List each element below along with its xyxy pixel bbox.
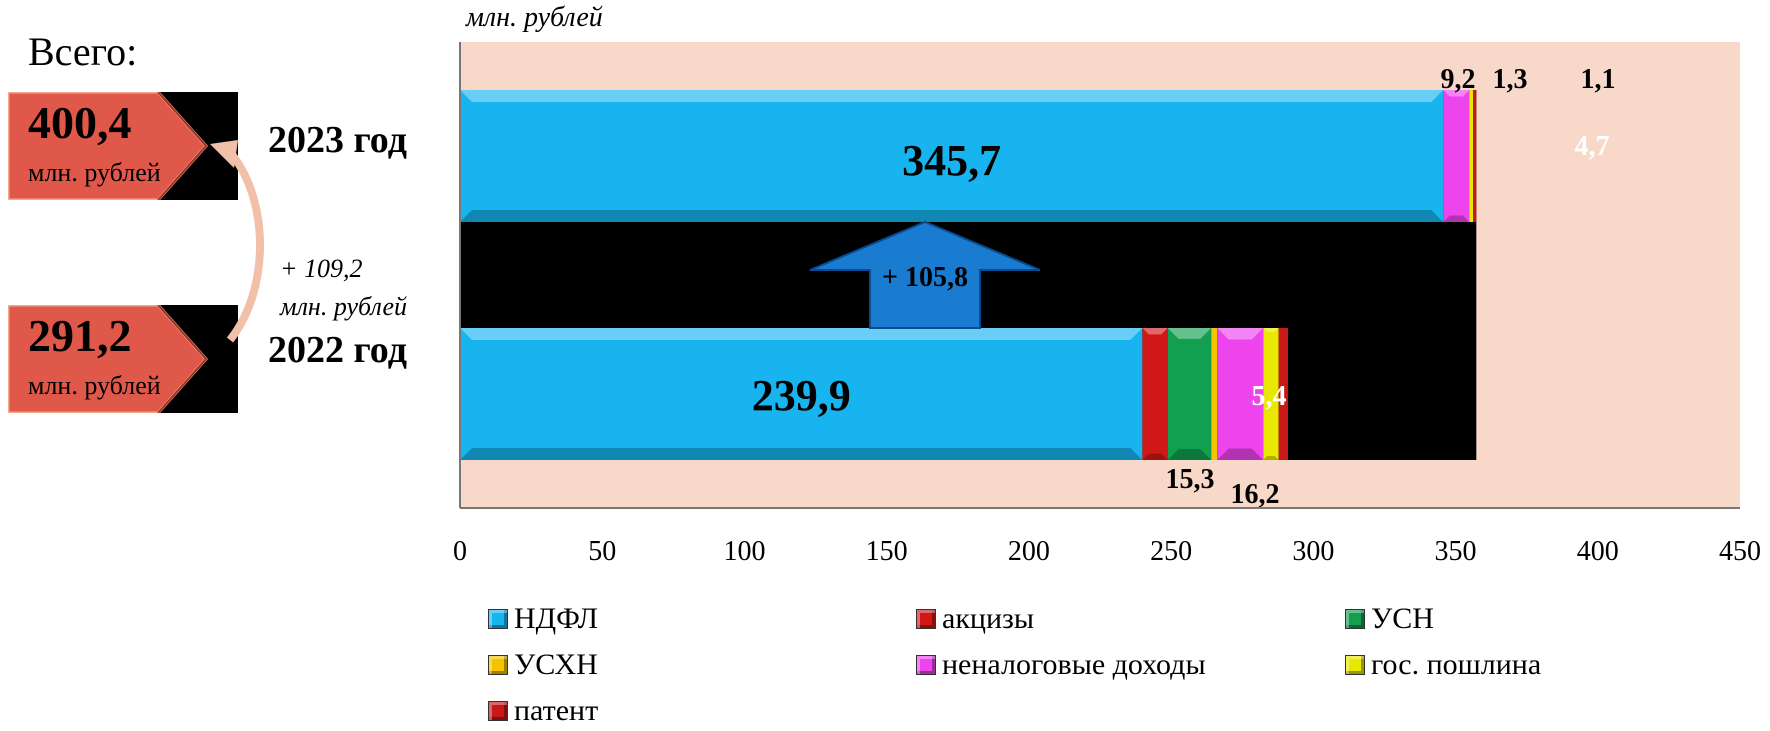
pentagon-arrow-shape <box>8 92 209 200</box>
total-2022-unit: млн. рублей <box>28 371 161 400</box>
data-label: 4,7 <box>1575 131 1610 162</box>
x-tick-label: 250 <box>1150 536 1192 567</box>
data-label: 15,3 <box>1166 464 1215 495</box>
legend-label: неналоговые доходы <box>942 648 1206 681</box>
bar-segment <box>1142 328 1168 460</box>
legend-swatch <box>488 609 508 629</box>
total-2023-unit: млн. рублей <box>28 158 161 187</box>
legend-swatch <box>488 701 508 721</box>
chart-legend: НДФЛ акцизы УСН УСХН неналоговые доходы гос. … <box>488 602 1688 730</box>
bar-bevel-bottom <box>460 448 1143 460</box>
legend-item: акцизы <box>916 602 1034 636</box>
legend-swatch <box>916 655 936 675</box>
total-label: Всего: <box>28 29 138 74</box>
x-tick-label: 450 <box>1719 536 1761 567</box>
x-tick-label: 300 <box>1292 536 1334 567</box>
bar-segment <box>1211 328 1218 460</box>
legend-swatch <box>916 609 936 629</box>
bar-bevel-top <box>1142 328 1168 335</box>
data-label: 9,2 <box>1441 64 1476 95</box>
legend-label: патент <box>514 694 599 727</box>
bar-chart: 345,7 239,9 9,2 1,3 1,1 4,7 5,4 15,3 16,2 + 105,8… <box>453 42 1761 567</box>
bar-bevel-top <box>1443 90 1470 97</box>
bar-segment <box>1469 90 1474 222</box>
x-tick-label: 350 <box>1435 536 1477 567</box>
bar-bevel-top <box>1167 328 1212 339</box>
data-label: 16,2 <box>1231 479 1280 510</box>
total-2022-value: 291,2 <box>28 310 132 361</box>
data-label: 1,3 <box>1493 64 1528 95</box>
bar-bevel-bottom <box>1443 215 1470 222</box>
bar-bevel-bottom <box>1217 448 1264 460</box>
bar-bevel-top <box>1263 328 1279 332</box>
x-tick-label: 150 <box>866 536 908 567</box>
legend-label: УСН <box>1371 602 1434 635</box>
bar-bevel-bottom <box>1142 453 1168 460</box>
legend-label: УСХН <box>514 648 598 681</box>
legend-swatch <box>1345 655 1365 675</box>
total-2023-box: 400,4 млн. рублей <box>8 92 238 200</box>
year-label-2023: 2023 год <box>268 119 407 161</box>
total-2023-value: 400,4 <box>28 97 132 148</box>
bar-segment <box>1217 328 1264 460</box>
bar-bevel-top <box>460 328 1143 340</box>
legend-item: НДФЛ <box>488 602 598 636</box>
year-label-2022: 2022 год <box>268 329 407 371</box>
x-tick-label: 0 <box>453 536 467 567</box>
total-2022-box: 291,2 млн. рублей <box>8 305 238 413</box>
up-arrow-icon <box>809 220 1041 329</box>
axis-unit-label: млн. рублей <box>466 2 603 33</box>
bar-segment <box>1278 328 1289 460</box>
data-label: 1,1 <box>1581 64 1616 95</box>
bar-segment <box>1473 90 1477 222</box>
x-tick-label: 100 <box>723 536 765 567</box>
legend-swatch <box>1345 609 1365 629</box>
x-tick-label: 400 <box>1577 536 1619 567</box>
legend-item: неналоговые доходы <box>916 648 1206 682</box>
pentagon-arrow-shape <box>8 305 209 413</box>
legend-item: патент <box>488 694 598 728</box>
bar-bevel-bottom <box>1263 456 1279 460</box>
legend-item: УСН <box>1345 602 1434 636</box>
data-label: 345,7 <box>902 136 1001 185</box>
difference-value: + 109,2 <box>280 254 363 283</box>
bar-segment <box>1443 90 1470 222</box>
total-difference: + 109,2 млн. рублей <box>280 250 407 326</box>
legend-item: гос. пошлина <box>1345 648 1541 682</box>
bar-bevel-bottom <box>460 210 1444 222</box>
curved-arrow-icon <box>210 140 264 343</box>
difference-unit: млн. рублей <box>280 292 407 321</box>
bar-segment <box>460 328 1143 460</box>
bar-bevel-top <box>460 90 1444 102</box>
legend-label: гос. пошлина <box>1371 648 1542 681</box>
x-tick-label: 200 <box>1008 536 1050 567</box>
data-label: 5,4 <box>1252 381 1287 412</box>
bar-segment <box>1263 328 1279 460</box>
bar-segment <box>1167 328 1212 460</box>
bar-segment <box>460 90 1444 222</box>
legend-label: акцизы <box>942 602 1035 635</box>
change-label: + 105,8 <box>882 262 968 293</box>
bar-bevel-bottom <box>1167 449 1212 460</box>
legend-item: УСХН <box>488 648 598 682</box>
bar-bevel-top <box>1217 328 1264 340</box>
legend-swatch <box>488 655 508 675</box>
data-label: 239,9 <box>752 371 851 420</box>
legend-label: НДФЛ <box>514 602 598 635</box>
x-tick-label: 50 <box>588 536 616 567</box>
